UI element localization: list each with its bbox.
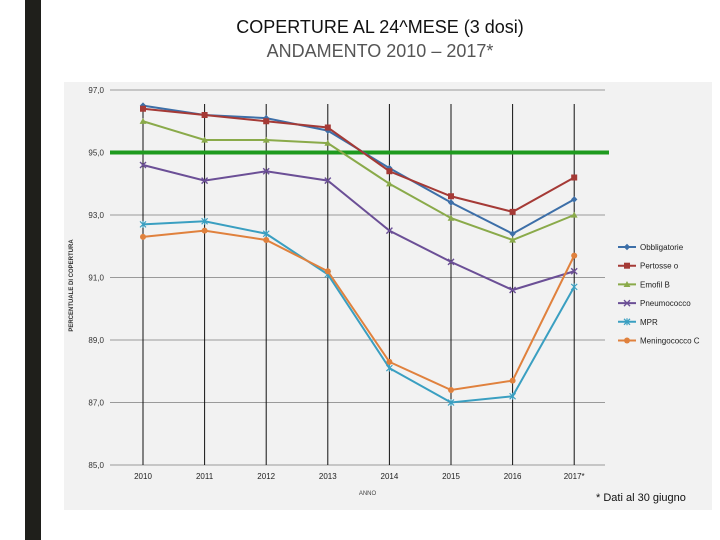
data-point-marker: [571, 174, 578, 181]
data-point-marker: [324, 139, 332, 146]
data-point-marker: [140, 105, 146, 112]
data-point-marker: [509, 392, 517, 400]
x-tick-label: 2014: [381, 472, 399, 481]
data-point-marker: [385, 364, 393, 372]
data-point-marker: [448, 193, 454, 200]
data-point-marker: [624, 262, 630, 269]
data-point-marker: [262, 167, 270, 175]
y-tick-label: 95,0: [88, 149, 104, 158]
y-tick-label: 97,0: [88, 86, 104, 95]
data-point-marker: [447, 214, 455, 221]
footnote: * Dati al 30 giugno: [596, 492, 686, 504]
series-line-meningococco-c: [142, 229, 576, 392]
data-point-marker: [140, 233, 146, 240]
data-point-marker: [262, 230, 270, 238]
series-line-pertosse-o: [142, 107, 575, 213]
data-point-marker: [448, 387, 454, 393]
data-point-marker: [447, 258, 455, 266]
legend-label: Obbligatorie: [640, 243, 684, 252]
y-axis-title: PERCENTUALE DI COPERTURA: [69, 239, 75, 332]
y-tick-label: 91,0: [88, 274, 104, 283]
data-point-marker: [623, 281, 631, 287]
data-point-marker: [509, 377, 516, 384]
data-point-marker: [263, 237, 270, 243]
data-point-marker: [262, 136, 270, 143]
data-point-marker: [570, 283, 578, 291]
data-point-marker: [447, 399, 455, 406]
series-line-pneumococco: [142, 164, 575, 292]
data-point-marker: [386, 180, 393, 187]
y-tick-label: 87,0: [88, 399, 104, 408]
data-point-marker: [201, 227, 208, 234]
data-point-marker: [324, 124, 331, 131]
slide-subtitle: ANDAMENTO 2010 – 2017*: [266, 41, 494, 61]
data-point-marker: [201, 217, 209, 225]
legend-label: Pertosse o: [640, 262, 679, 271]
data-point-marker: [509, 286, 517, 294]
data-point-marker: [570, 267, 578, 275]
x-tick-label: 2015: [442, 472, 460, 481]
data-point-marker: [139, 117, 147, 124]
chart-area: 85,0 87,0 89,0 91,0 93,0 95,0 97,0 2010 2011 2012…: [64, 82, 712, 510]
data-point-marker: [623, 299, 631, 307]
data-point-marker: [139, 161, 147, 169]
data-point-marker: [509, 208, 516, 215]
x-axis-title: ANNO: [359, 491, 377, 497]
data-point-marker: [509, 236, 516, 243]
x-tick-label: 2017*: [564, 472, 585, 481]
data-point-marker: [386, 168, 393, 175]
slide-title: COPERTURE AL 24^MESE (3 dosi): [236, 17, 524, 37]
data-point-marker: [571, 252, 578, 259]
data-point-marker: [570, 211, 578, 218]
legend-label: Meningococco C: [640, 337, 700, 346]
data-point-marker: [324, 177, 332, 185]
series-line-emofil-b: [142, 120, 575, 242]
slide-side-bar: [25, 0, 41, 540]
x-tick-label: 2016: [504, 472, 522, 481]
data-point-marker: [386, 358, 393, 365]
y-tick-label: 93,0: [88, 211, 104, 220]
data-point-marker: [623, 318, 631, 326]
line-chart: 85,0 87,0 89,0 91,0 93,0 95,0 97,0 2010 2011 2012…: [69, 86, 700, 497]
data-point-marker: [324, 268, 331, 275]
x-tick-label: 2012: [257, 472, 275, 481]
data-point-marker: [624, 337, 630, 344]
data-point-marker: [385, 227, 393, 235]
series-line-mpr: [142, 220, 576, 404]
data-point-marker: [139, 220, 147, 228]
legend-label: Pneumococco: [640, 299, 691, 308]
data-point-marker: [263, 118, 270, 125]
y-tick-label: 89,0: [88, 336, 104, 345]
legend-label: Emofil B: [640, 280, 670, 289]
data-point-marker: [201, 177, 209, 185]
y-tick-label: 85,0: [88, 461, 104, 470]
data-point-marker: [201, 112, 208, 118]
x-tick-label: 2013: [319, 472, 337, 481]
data-point-marker: [623, 243, 631, 251]
legend-label: MPR: [640, 318, 658, 327]
x-tick-label: 2010: [134, 472, 152, 481]
data-point-marker: [201, 136, 208, 143]
x-tick-label: 2011: [196, 472, 214, 481]
